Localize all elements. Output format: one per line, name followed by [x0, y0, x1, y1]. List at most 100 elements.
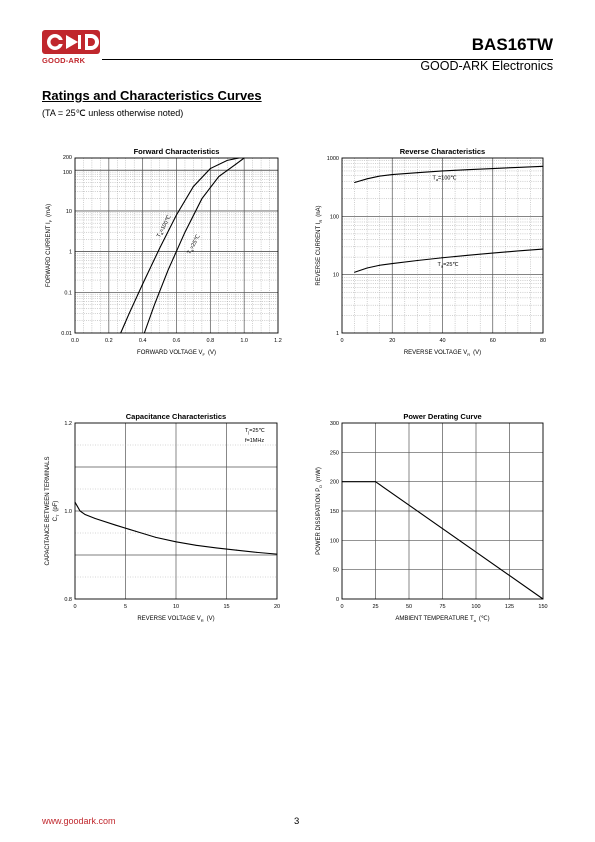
x-tick-label: 0.8 — [207, 338, 215, 344]
series-label-value: =25℃ — [189, 233, 202, 250]
page-number: 3 — [294, 816, 300, 827]
y-axis-label-unit: (mW) — [316, 467, 322, 482]
y-tick-label: 200 — [63, 155, 72, 161]
plot-frame — [341, 422, 544, 600]
x-tick-label: 20 — [389, 338, 395, 344]
y-tick-label: 1000 — [327, 156, 339, 162]
data-point — [94, 517, 96, 519]
data-point — [366, 267, 368, 269]
y-tick-label: 100 — [330, 538, 339, 544]
series-label-value: =25℃ — [443, 262, 459, 268]
y-tick-label: 50 — [333, 568, 339, 574]
x-tick-label: 0 — [340, 604, 343, 610]
series-label-subscript: a — [441, 264, 444, 269]
data-point — [542, 165, 544, 167]
logo-text: GOOD-ARK — [42, 56, 86, 65]
x-axis-label-unit: (V) — [473, 350, 481, 356]
data-point — [201, 198, 203, 200]
chart-title: Forward Characteristics — [134, 147, 220, 156]
series-label-subscript: a — [189, 248, 195, 253]
x-tick-label: 0 — [73, 604, 76, 610]
annotation-value: =25℃ — [249, 428, 265, 434]
data-point — [142, 283, 144, 285]
x-axis-label-subscript: R — [467, 352, 470, 357]
data-point — [416, 259, 418, 261]
data-point — [184, 231, 186, 233]
y-axis-label-subscript: F — [48, 219, 53, 222]
part-number: BAS16TW — [471, 35, 553, 54]
y-tick-label: 10 — [66, 209, 72, 215]
data-point — [391, 263, 393, 265]
plot-frame — [74, 422, 278, 600]
x-tick-label: 25 — [372, 604, 378, 610]
x-tick-label: 1.0 — [240, 338, 248, 344]
chart-title: Reverse Characteristics — [400, 147, 485, 156]
x-tick-label: 75 — [439, 604, 445, 610]
data-point — [379, 175, 381, 177]
data-point — [84, 514, 86, 516]
y-axis-label-text: CAPACITANCE BETWEEN TERMINALS — [45, 456, 51, 565]
chart-grid — [342, 423, 543, 599]
x-tick-label: 60 — [490, 338, 496, 344]
series-label-symbol: T — [187, 249, 194, 255]
series-label-value: =100℃ — [438, 175, 457, 181]
annotation-subscript: j — [247, 430, 249, 435]
series-line-2 — [354, 248, 544, 273]
series-label: Ta=100℃ — [432, 175, 457, 182]
data-point — [492, 168, 494, 170]
y-axis-label-symbol: C — [53, 516, 59, 521]
y-axis-label-subscript: T — [55, 514, 60, 517]
chart-title: Power Derating Curve — [403, 412, 481, 421]
chart-grid — [342, 158, 543, 333]
y-axis-label: POWER DISSIPATION PD (mW) — [316, 467, 323, 555]
series-line-2 — [143, 157, 245, 334]
chart-grid — [75, 158, 278, 333]
power-derating-chart: Power Derating Curve 0 25 50 75 100 125 150 0 50 1… — [316, 412, 548, 623]
y-tick-label: 0.8 — [64, 597, 72, 603]
header-rule — [102, 59, 553, 60]
x-axis-label-unit: (V) — [208, 350, 216, 356]
x-tick-label: 20 — [274, 604, 280, 610]
y-tick-label: 100 — [330, 214, 339, 220]
x-axis-label-unit: (V) — [207, 616, 215, 622]
series-label-value: =100℃ — [159, 214, 173, 234]
y-axis-label-unit: (mA) — [46, 204, 52, 217]
data-point — [155, 536, 157, 538]
y-tick-label: 250 — [330, 450, 339, 456]
y-tick-label: 0 — [336, 597, 339, 603]
y-axis-label-text: POWER DISSIPATION P — [316, 488, 322, 555]
data-point — [143, 332, 145, 334]
chart-annotation: Tj=25℃ — [245, 428, 266, 435]
y-axis-label-unit: (pF) — [53, 501, 59, 512]
x-tick-label: 0.4 — [139, 338, 147, 344]
x-tick-label: 80 — [540, 338, 546, 344]
series-label-symbol: T — [437, 262, 441, 268]
company-logo: GOOD-ARK — [42, 30, 102, 66]
y-tick-label: 1 — [69, 250, 72, 256]
x-tick-label: 125 — [505, 604, 514, 610]
x-axis-label-subscript: R — [201, 618, 204, 623]
data-point — [517, 166, 519, 168]
x-tick-label: 50 — [406, 604, 412, 610]
series-label-symbol: T — [156, 232, 163, 238]
series-label: Ta=25℃ — [437, 262, 459, 269]
x-tick-label: 5 — [124, 604, 127, 610]
data-point — [354, 271, 356, 273]
data-point — [517, 250, 519, 252]
data-point — [176, 214, 177, 216]
y-tick-label: 200 — [330, 480, 339, 486]
data-point — [354, 182, 356, 184]
footer-website-link[interactable]: www.goodark.com — [42, 816, 116, 826]
y-axis-label-subscript: D — [318, 485, 323, 488]
annotation-symbol: T — [245, 428, 249, 434]
x-axis-label-text: REVERSE VOLTAGE V — [137, 616, 200, 622]
y-tick-label: 10 — [333, 273, 339, 279]
y-tick-label: 0.01 — [61, 331, 72, 337]
data-point — [74, 501, 76, 503]
data-point — [236, 549, 238, 551]
x-tick-label: 150 — [538, 604, 547, 610]
y-axis-label-text: REVERSE CURRENT I — [316, 222, 322, 285]
series-line-1 — [120, 157, 240, 334]
data-point — [128, 313, 130, 315]
y-axis-label: FORWARD CURRENT IF (mA) — [46, 204, 53, 287]
